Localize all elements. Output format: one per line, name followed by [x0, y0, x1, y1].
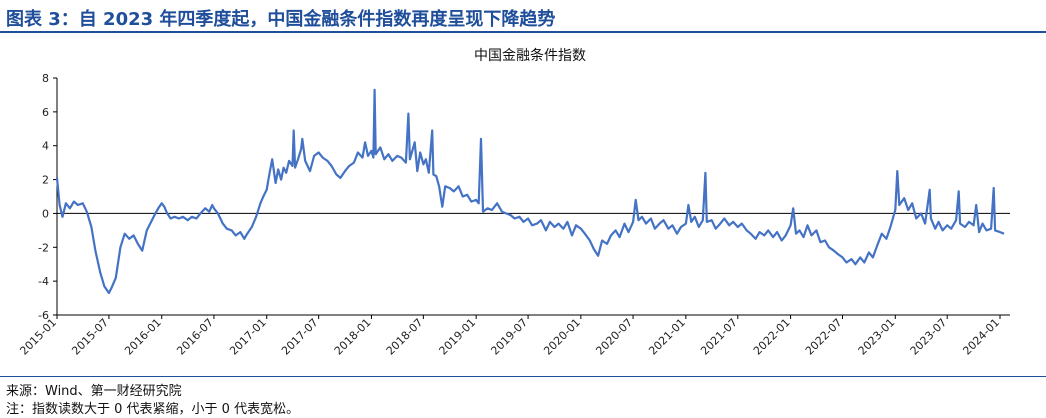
series-line — [55, 88, 1005, 295]
x-tick-label: 2024-01 — [960, 316, 1002, 358]
y-tick-label: 0 — [42, 207, 49, 220]
y-tick-label: -6 — [38, 309, 49, 322]
figure-label: 图表 3：自 2023 年四季度起，中国金融条件指数再度呈现下降趋势 — [6, 9, 556, 30]
explanation-note: 注：指数读数大于 0 代表紧缩，小于 0 代表宽松。 — [6, 402, 300, 417]
plot-area: -6 -4 -2 0 2 4 6 8 2015-01 2015-07 2016-01 2016-07 2… — [17, 72, 1010, 358]
x-tick-label: 2017-07 — [279, 316, 321, 358]
x-tick-label: 2023-01 — [856, 316, 898, 358]
y-tick-label: 8 — [42, 72, 49, 85]
x-tick-label: 2021-07 — [698, 316, 740, 358]
x-tick-label: 2020-01 — [541, 316, 583, 358]
chart: 中国金融条件指数 -6 -4 -2 0 2 4 6 8 2015-01 2015-07 2016-0… — [17, 47, 1010, 358]
x-tick-label: 2018-01 — [332, 316, 374, 358]
y-tick-label: 6 — [42, 106, 49, 119]
x-tick-label: 2022-01 — [751, 316, 793, 358]
x-tick-label: 2015-07 — [69, 316, 111, 358]
x-tick-label: 2021-01 — [646, 316, 688, 358]
footer-divider — [0, 376, 1046, 377]
x-tick-label: 2018-07 — [384, 316, 426, 358]
y-tick-label: -4 — [38, 275, 49, 288]
y-tick-label: 2 — [42, 174, 49, 187]
x-tick-label: 2016-01 — [122, 316, 164, 358]
x-tick-label: 2017-01 — [227, 316, 269, 358]
chart-title: 中国金融条件指数 — [474, 47, 586, 64]
x-tick-label: 2022-07 — [803, 316, 845, 358]
x-tick-label: 2015-01 — [17, 316, 59, 358]
y-tick-label: -2 — [38, 241, 49, 254]
x-tick-label: 2019-01 — [437, 316, 479, 358]
source-note: 来源：Wind、第一财经研究院 — [6, 384, 182, 399]
figure-header: 图表 3：自 2023 年四季度起，中国金融条件指数再度呈现下降趋势 — [0, 0, 1046, 34]
x-tick-label: 2019-07 — [488, 316, 530, 358]
x-tick-label: 2020-07 — [593, 316, 635, 358]
header-divider — [0, 31, 1046, 33]
y-tick-label: 4 — [42, 140, 49, 153]
x-tick-label: 2016-07 — [174, 316, 216, 358]
x-tick-label: 2023-07 — [908, 316, 950, 358]
